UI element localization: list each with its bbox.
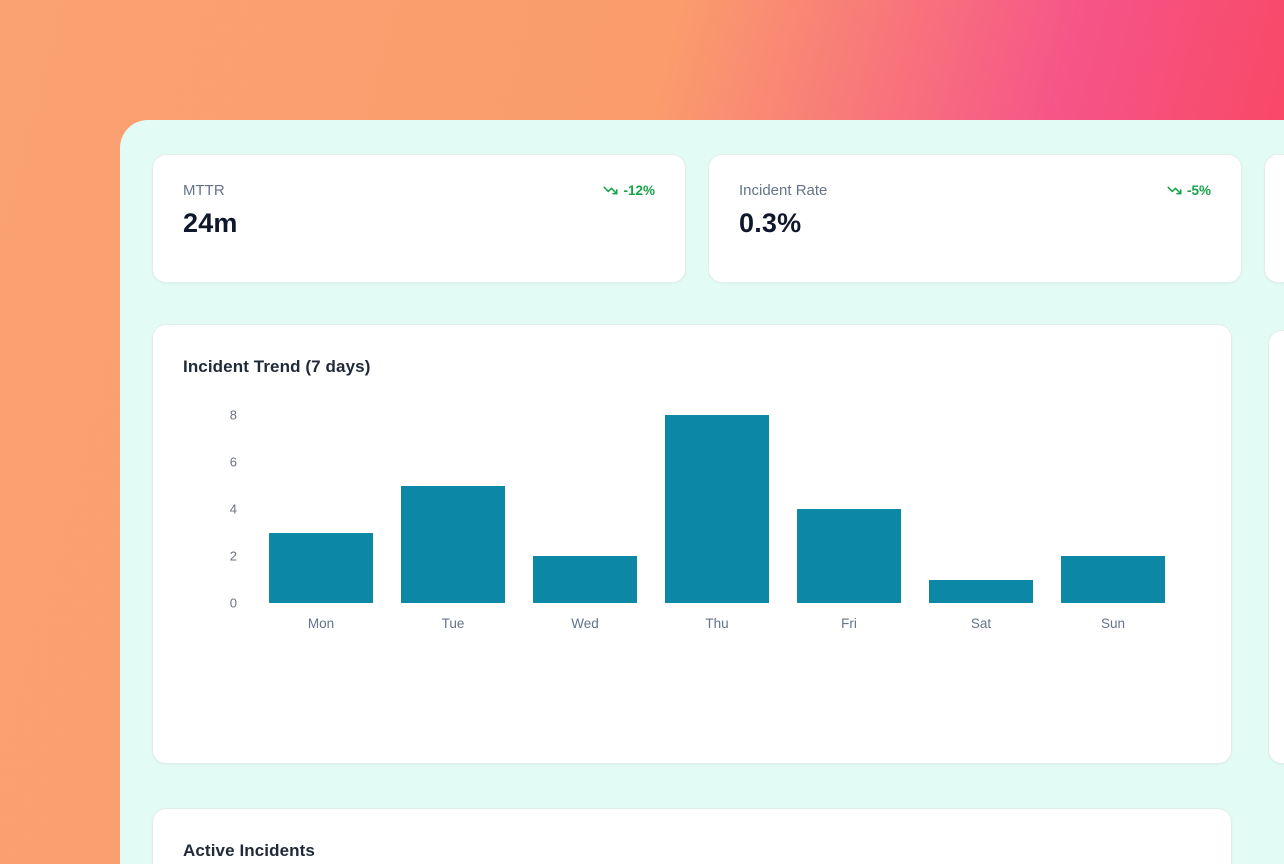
y-axis-tick-label: 6 (229, 454, 237, 470)
bar-chart: 0 2 4 6 8 Mon Tue Wed Thu Fri Sat Sun (183, 409, 1201, 631)
stat-card-mttr: MTTR -12% 24m (152, 154, 686, 283)
bar-tue (400, 485, 506, 603)
stat-delta: -12% (603, 183, 655, 198)
x-axis-label: Thu (705, 616, 729, 631)
bar-slot (915, 415, 1047, 603)
bar-slot (255, 415, 387, 603)
bar-slot (1047, 415, 1179, 603)
dashboard-panel: MTTR -12% 24m Incident Rate (120, 120, 1284, 864)
x-axis-label: Sun (1100, 616, 1126, 631)
stat-delta-value: -5% (1186, 183, 1211, 198)
stat-delta-value: -12% (623, 183, 655, 198)
chart-title: Incident Trend (7 days) (183, 357, 371, 376)
stat-cards-row: MTTR -12% 24m Incident Rate (152, 154, 1284, 283)
y-axis-tick-label: 0 (229, 595, 237, 611)
chart-plot-area (255, 415, 1179, 603)
bar-sat (928, 579, 1034, 603)
chart-x-axis: Mon Tue Wed Thu Fri Sat Sun (255, 616, 1179, 631)
bar-slot (519, 415, 651, 603)
bar-thu (664, 415, 770, 603)
bar-fri (796, 509, 902, 603)
bar-sun (1060, 556, 1166, 603)
y-axis-tick-label: 2 (229, 548, 237, 564)
y-axis-tick-label: 8 (229, 407, 237, 423)
x-axis-label: Sat (970, 616, 992, 631)
incident-trend-card: Incident Trend (7 days) 0 2 4 6 8 Mon Tue Wed T… (152, 324, 1232, 764)
stat-value: 24m (183, 208, 238, 238)
bar-slot (783, 415, 915, 603)
stat-card-incident-rate: Incident Rate -5% 0.3% (708, 154, 1242, 283)
chart-y-axis: 0 2 4 6 8 (197, 409, 237, 610)
chart-plot-wrap: Mon Tue Wed Thu Fri Sat Sun (255, 415, 1179, 631)
x-axis-label: Mon (307, 616, 335, 631)
x-axis-label: Wed (571, 616, 599, 631)
active-incidents-card: Active Incidents (152, 808, 1232, 864)
trending-down-icon (603, 183, 619, 198)
trending-down-icon (1167, 183, 1182, 198)
bar-wed (532, 556, 638, 603)
y-axis-tick-label: 4 (229, 501, 237, 517)
bar-mon (268, 532, 374, 603)
x-axis-label: Fri (841, 616, 857, 631)
bar-slot (387, 415, 519, 603)
bar-slot (651, 415, 783, 603)
stat-delta: -5% (1167, 183, 1211, 198)
stat-label: MTTR (183, 182, 225, 199)
stat-card-partial (1264, 154, 1284, 283)
stat-label: Incident Rate (739, 182, 828, 199)
side-card-partial (1268, 330, 1284, 764)
x-axis-label: Tue (441, 616, 465, 631)
stat-value: 0.3% (739, 208, 802, 238)
active-incidents-title: Active Incidents (183, 841, 315, 860)
